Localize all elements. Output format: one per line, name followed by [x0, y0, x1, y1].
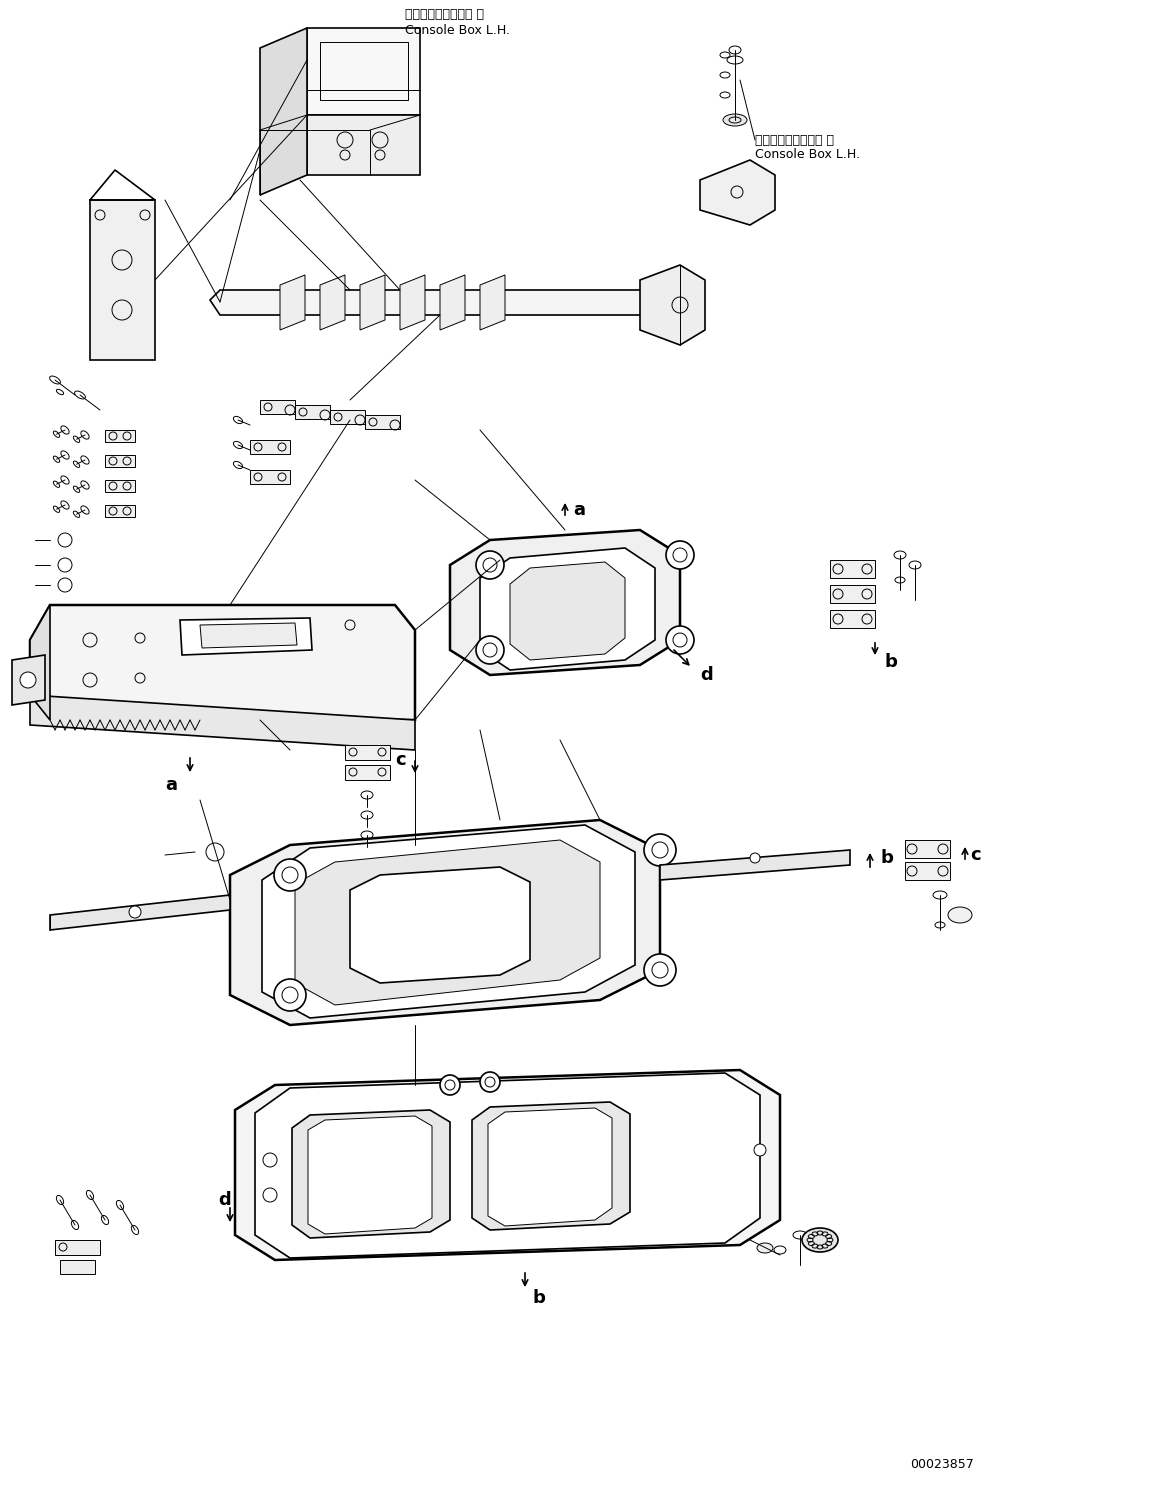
Polygon shape [308, 1115, 432, 1235]
Circle shape [652, 842, 668, 857]
Text: コンソールボックス 左: コンソールボックス 左 [405, 9, 484, 21]
Text: b: b [880, 848, 893, 866]
Polygon shape [472, 1102, 630, 1230]
Circle shape [673, 634, 687, 647]
Circle shape [274, 859, 306, 892]
Circle shape [481, 1072, 500, 1091]
Polygon shape [360, 274, 384, 330]
Circle shape [485, 1077, 494, 1087]
Polygon shape [50, 895, 230, 930]
Polygon shape [330, 410, 365, 423]
Circle shape [644, 954, 676, 986]
Polygon shape [510, 562, 625, 661]
Polygon shape [365, 414, 400, 429]
Polygon shape [261, 400, 295, 414]
Circle shape [673, 549, 687, 562]
Polygon shape [450, 529, 680, 675]
Polygon shape [250, 470, 290, 485]
Text: a: a [164, 775, 177, 795]
Polygon shape [481, 274, 505, 330]
Polygon shape [660, 850, 850, 880]
Polygon shape [481, 549, 655, 669]
Text: c: c [395, 751, 405, 769]
Text: d: d [218, 1191, 230, 1209]
Text: c: c [970, 845, 981, 863]
Text: b: b [533, 1290, 545, 1308]
Circle shape [644, 833, 676, 866]
Polygon shape [307, 28, 420, 115]
Circle shape [283, 866, 298, 883]
Polygon shape [906, 862, 950, 880]
Circle shape [476, 637, 504, 663]
Polygon shape [830, 584, 875, 602]
Polygon shape [640, 265, 705, 344]
Polygon shape [90, 200, 155, 359]
Polygon shape [699, 160, 775, 225]
Polygon shape [105, 455, 135, 467]
Ellipse shape [948, 907, 972, 923]
Polygon shape [295, 406, 330, 419]
Text: コンソールボックス 左: コンソールボックス 左 [755, 134, 834, 146]
Polygon shape [30, 695, 415, 750]
Polygon shape [345, 746, 390, 760]
Polygon shape [30, 605, 50, 720]
Polygon shape [30, 605, 415, 720]
Circle shape [666, 541, 694, 570]
Circle shape [263, 1153, 277, 1167]
Circle shape [652, 962, 668, 978]
Circle shape [476, 552, 504, 579]
Circle shape [445, 1079, 455, 1090]
Circle shape [750, 853, 760, 863]
Circle shape [206, 842, 223, 860]
Circle shape [20, 672, 36, 687]
Polygon shape [210, 291, 650, 315]
Polygon shape [105, 480, 135, 492]
Polygon shape [262, 825, 635, 1018]
Polygon shape [488, 1108, 611, 1226]
Circle shape [754, 1144, 765, 1156]
Polygon shape [830, 561, 875, 579]
Ellipse shape [723, 113, 747, 127]
Polygon shape [54, 1241, 100, 1255]
Polygon shape [295, 839, 600, 1005]
Text: Console Box L.H.: Console Box L.H. [755, 149, 860, 161]
Circle shape [483, 558, 497, 573]
Circle shape [263, 1188, 277, 1202]
Polygon shape [235, 1071, 780, 1260]
Polygon shape [345, 765, 390, 780]
Polygon shape [60, 1260, 95, 1273]
Polygon shape [200, 623, 296, 649]
Polygon shape [179, 617, 312, 655]
Polygon shape [255, 1074, 760, 1258]
Polygon shape [105, 505, 135, 517]
Polygon shape [830, 610, 875, 628]
Text: 00023857: 00023857 [910, 1458, 974, 1472]
Ellipse shape [757, 1243, 774, 1252]
Polygon shape [906, 839, 950, 857]
Text: a: a [573, 501, 585, 519]
Polygon shape [250, 440, 290, 453]
Text: d: d [699, 666, 713, 684]
Text: b: b [885, 653, 897, 671]
Polygon shape [400, 274, 425, 330]
Polygon shape [12, 655, 45, 705]
Polygon shape [280, 274, 305, 330]
Circle shape [483, 643, 497, 658]
Polygon shape [307, 115, 420, 174]
Polygon shape [320, 274, 345, 330]
Polygon shape [230, 820, 660, 1024]
Circle shape [283, 987, 298, 1003]
Polygon shape [350, 866, 530, 983]
Polygon shape [105, 429, 135, 441]
Circle shape [440, 1075, 460, 1094]
Polygon shape [440, 274, 466, 330]
Circle shape [274, 980, 306, 1011]
Circle shape [666, 626, 694, 655]
Polygon shape [261, 28, 307, 195]
Ellipse shape [802, 1229, 838, 1252]
Polygon shape [292, 1109, 450, 1238]
Text: Console Box L.H.: Console Box L.H. [405, 24, 510, 36]
Circle shape [129, 907, 141, 918]
